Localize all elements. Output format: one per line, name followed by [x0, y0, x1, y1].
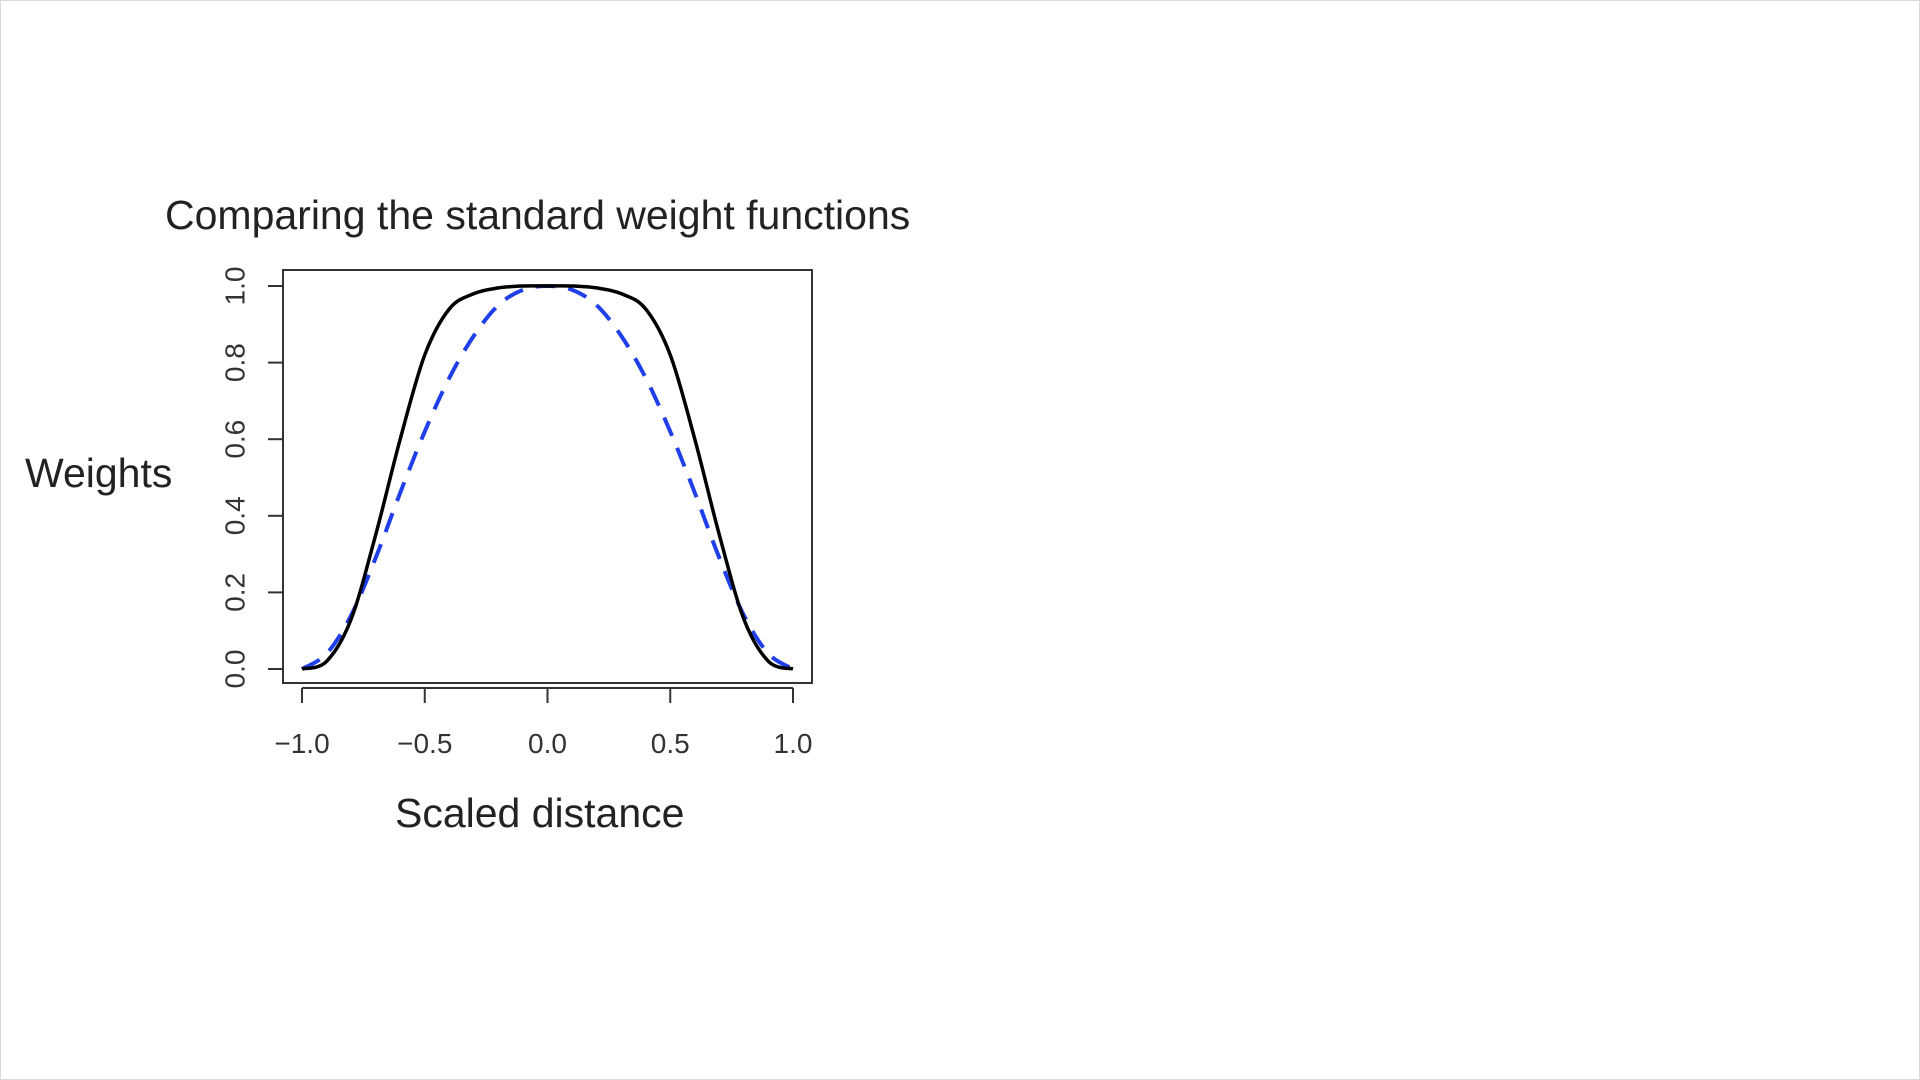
chart-title: Comparing the standard weight functions: [165, 192, 911, 238]
y-tick-label: 0.0: [220, 650, 251, 689]
plot-box: [282, 269, 813, 684]
y-axis-label: Weights: [25, 450, 173, 496]
x-tick-label: 0.5: [651, 728, 690, 759]
y-tick-label: 0.8: [220, 343, 251, 382]
y-tick-label: 0.4: [220, 496, 251, 535]
x-tick-label: 0.0: [528, 728, 567, 759]
series-line-solid: [301, 284, 794, 671]
y-axis: 0.0 0.2 0.4 0.6 0.8 1.0: [220, 267, 284, 689]
x-tick-label: −1.0: [274, 728, 329, 759]
series-line-dashed: [300, 283, 795, 671]
y-tick-label: 0.2: [220, 573, 251, 612]
series-layer: [300, 283, 795, 671]
x-axis: −1.0 −0.5 0.0 0.5 1.0: [274, 687, 813, 759]
x-tick-label: −0.5: [397, 728, 452, 759]
x-axis-label: Scaled distance: [395, 790, 685, 836]
x-tick-label: 1.0: [774, 728, 813, 759]
y-tick-label: 0.6: [220, 420, 251, 459]
y-tick-label: 1.0: [220, 267, 251, 306]
